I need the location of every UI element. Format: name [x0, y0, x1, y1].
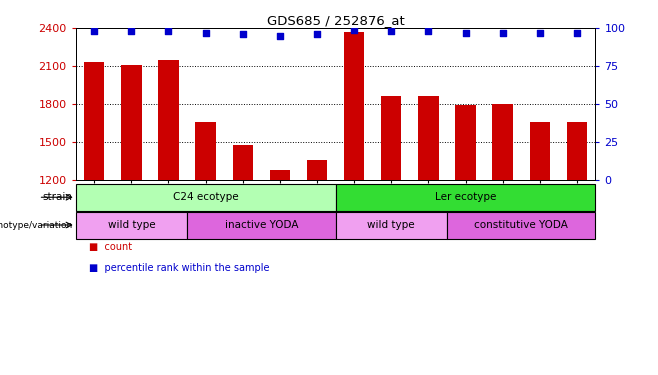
Point	[163, 28, 174, 34]
Point	[126, 28, 137, 34]
Text: wild type: wild type	[107, 220, 155, 230]
Point	[89, 28, 99, 34]
Bar	[530, 122, 550, 332]
Point	[572, 30, 582, 36]
Text: strain: strain	[42, 192, 72, 202]
Point	[238, 31, 248, 37]
Point	[386, 28, 397, 34]
Text: genotype/variation: genotype/variation	[0, 220, 72, 230]
Bar	[232, 145, 253, 332]
Point	[274, 33, 285, 39]
Point	[497, 30, 508, 36]
Bar	[307, 160, 327, 332]
Point	[349, 27, 359, 33]
Point	[200, 30, 211, 36]
Point	[312, 31, 322, 37]
Bar	[381, 96, 401, 332]
Bar	[270, 170, 290, 332]
Bar	[567, 122, 587, 332]
Text: ■  count: ■ count	[89, 242, 132, 252]
Bar	[76, 211, 187, 238]
Bar	[344, 32, 365, 332]
Bar	[492, 104, 513, 332]
Bar	[455, 105, 476, 332]
Text: inactive YODA: inactive YODA	[224, 220, 298, 230]
Bar	[84, 62, 105, 332]
Text: Ler ecotype: Ler ecotype	[435, 192, 496, 202]
Point	[423, 28, 434, 34]
Bar	[76, 184, 336, 211]
Text: C24 ecotype: C24 ecotype	[173, 192, 238, 202]
Bar	[336, 184, 595, 211]
Text: ■  percentile rank within the sample: ■ percentile rank within the sample	[89, 263, 269, 273]
Point	[461, 30, 471, 36]
Text: constitutive YODA: constitutive YODA	[474, 220, 568, 230]
Bar	[336, 211, 447, 238]
Bar	[447, 211, 595, 238]
Bar	[187, 211, 336, 238]
Bar	[418, 96, 439, 332]
Bar	[195, 122, 216, 332]
Title: GDS685 / 252876_at: GDS685 / 252876_at	[266, 14, 405, 27]
Point	[534, 30, 545, 36]
Bar	[159, 60, 179, 332]
Bar	[121, 66, 141, 332]
Text: wild type: wild type	[367, 220, 415, 230]
